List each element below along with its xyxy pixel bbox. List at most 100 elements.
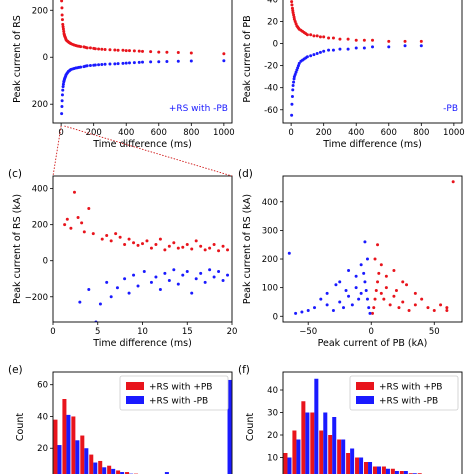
point-b-s0-18: [305, 33, 309, 37]
point-d-s0-19: [432, 309, 436, 313]
point-d-s0-27: [392, 268, 396, 272]
point-b-s0-23: [322, 35, 326, 39]
point-a-s1-45: [157, 60, 161, 64]
bar-f-s1-8: [359, 457, 364, 474]
xtick-label-c-0: 0: [50, 327, 55, 337]
legend-swatch-f-0: [356, 382, 374, 390]
point-d-s0-22: [451, 180, 455, 184]
point-a-s0-28: [85, 46, 89, 50]
point-c-s1-15: [163, 271, 167, 275]
xtick-label-b-2: 400: [348, 128, 364, 138]
point-c-s0-0: [63, 223, 67, 227]
point-d-s0-7: [382, 297, 386, 301]
point-a-s0-45: [157, 50, 161, 54]
point-b-s0-21: [315, 34, 319, 38]
ytick-label-b-5: -60: [264, 106, 278, 116]
xtick-label-a-5: 1000: [213, 128, 235, 138]
bar-f-s1-0: [287, 457, 292, 474]
bar-f-s1-7: [350, 448, 355, 474]
panel-label-d: (d): [238, 168, 253, 180]
ytick-label-a-0: 200: [32, 6, 48, 16]
point-a-s0-40: [127, 49, 131, 53]
point-c-s0-38: [226, 248, 230, 252]
point-a-s1-33: [100, 63, 104, 67]
ytick-label-f-3: 30: [267, 409, 278, 419]
bar-f-s0-11: [381, 466, 386, 474]
point-a-s1-48: [189, 59, 193, 63]
point-d-s0-15: [407, 309, 411, 313]
point-a-s0-39: [124, 49, 128, 53]
bar-e-s1-2: [75, 440, 80, 474]
point-c-s1-29: [226, 273, 230, 277]
point-b-s1-21: [315, 51, 319, 55]
bar-e-s0-3: [80, 435, 85, 474]
bar-f-s0-0: [283, 453, 288, 474]
point-d-s0-30: [445, 309, 449, 313]
bar-f-s1-5: [332, 417, 337, 474]
xtick-label-b-1: 200: [316, 128, 332, 138]
point-a-s1-35: [108, 62, 112, 66]
point-d-s0-0: [371, 311, 374, 315]
point-d-s1-7: [357, 297, 361, 301]
point-b-s1-13: [297, 61, 301, 65]
ytick-label-a-1: 0: [43, 53, 48, 63]
point-b-s1-6: [292, 77, 296, 81]
point-c-s0-7: [87, 206, 91, 210]
point-a-s0-2: [60, 13, 64, 17]
point-d-s0-14: [405, 283, 409, 287]
zoom-connector-left: [52, 125, 62, 177]
bar-e-s1-12: [164, 472, 169, 474]
point-d-s1-4: [363, 280, 367, 284]
point-c-s0-13: [114, 232, 118, 236]
xlabel-a: Time difference (ms): [92, 139, 192, 150]
xtick-label-c-2: 10: [137, 327, 148, 337]
axes-frame-f: [282, 371, 463, 474]
point-b-s1-30: [371, 45, 374, 49]
ylabel-f: Count: [245, 413, 256, 441]
point-c-s1-16: [167, 279, 171, 283]
bar-f-s0-8: [355, 457, 360, 474]
xtick-label-d-1: 0: [369, 327, 374, 337]
point-c-s0-19: [141, 242, 144, 246]
point-a-s1-37: [116, 62, 120, 66]
axes-frame-a: [52, 0, 233, 124]
point-b-s0-19: [309, 33, 313, 37]
bar-e-s0-4: [89, 454, 94, 474]
point-b-s0-3: [291, 8, 295, 12]
point-c-s1-8: [127, 291, 131, 295]
point-c-s1-20: [185, 270, 189, 274]
point-a-s1-25: [79, 65, 83, 69]
point-c-s0-23: [158, 237, 162, 241]
bar-e-s0-8: [125, 472, 130, 474]
point-d-s0-12: [397, 306, 401, 310]
point-a-s1-38: [121, 61, 125, 65]
point-a-s1-46: [165, 59, 169, 63]
bar-f-s0-7: [346, 453, 351, 474]
point-a-s1-32: [97, 63, 101, 67]
point-c-s1-26: [212, 275, 216, 279]
point-d-s0-23: [373, 257, 377, 261]
point-b-s0-20: [312, 34, 316, 38]
point-b-s1-32: [403, 44, 407, 48]
bar-f-s0-10: [372, 466, 377, 474]
legend-f: +RS with +PB +RS with -PB: [349, 375, 459, 411]
panel-c: 0 5 10 15 20 400 200 0 −200 Time difference (ms) P…: [8, 168, 237, 349]
axes-frame-b: [282, 0, 463, 124]
point-d-s1-13: [338, 300, 342, 304]
point-b-s1-31: [387, 45, 391, 49]
panel-e: 20 40 60 Count (e) +RS with +PB +RS with -PB: [8, 364, 233, 474]
xtick-label-b-0: 0: [288, 128, 293, 138]
ytick-label-a-2: 200: [32, 100, 48, 110]
point-c-s1-18: [176, 282, 180, 286]
point-d-s1-20: [300, 310, 304, 314]
point-d-s1-18: [313, 306, 317, 310]
point-a-s1-6: [61, 82, 65, 86]
point-d-s0-3: [374, 289, 378, 293]
point-a-s0-35: [108, 48, 112, 52]
bar-f-s1-11: [385, 468, 390, 474]
ytick-label-c-1: 200: [32, 221, 48, 231]
ytick-label-e-1: 20: [37, 444, 48, 454]
point-c-s0-6: [82, 230, 86, 234]
ytick-label-f-4: 40: [267, 386, 278, 396]
xtick-label-a-2: 400: [118, 128, 134, 138]
